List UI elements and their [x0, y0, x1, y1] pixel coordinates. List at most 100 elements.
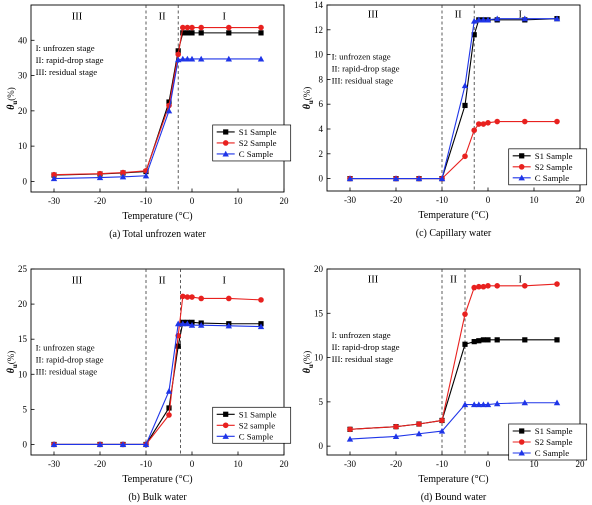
data-point: [180, 30, 186, 36]
data-point: [166, 102, 172, 109]
y-tick-label: 5: [23, 404, 28, 414]
x-tick-label: -30: [344, 195, 356, 205]
data-point: [553, 399, 561, 406]
data-point: [226, 295, 232, 302]
data-point: [471, 127, 478, 134]
data-point: [522, 118, 528, 125]
legend-marker: [519, 153, 525, 159]
y-tick-label: 0: [23, 176, 28, 186]
data-point: [480, 121, 487, 127]
x-tick-label: 0: [486, 459, 491, 469]
legend-label: S1 Sample: [535, 151, 573, 161]
x-axis-label: Temperature (°C): [122, 474, 192, 485]
legend-label: S1 Sample: [535, 426, 573, 436]
data-point: [179, 55, 186, 62]
data-point: [438, 175, 446, 182]
y-tick-label: 10: [314, 50, 324, 60]
data-point: [175, 56, 182, 63]
x-tick-label: -20: [390, 459, 402, 469]
stage-note: III: residual stage: [332, 354, 394, 364]
legend-label: S2 sample: [239, 420, 276, 430]
data-point: [180, 24, 186, 31]
legend-label: C Sample: [535, 173, 570, 183]
y-tick-label: 8: [319, 74, 324, 84]
data-point: [438, 427, 446, 434]
data-point: [165, 387, 173, 394]
data-point: [188, 321, 196, 328]
y-axis-label: θu(%): [302, 351, 315, 374]
panel-capillary-water: -30 -20 -10 0 10 20 0 2 4 6 8 10 12 14 Temperature (°C…: [302, 0, 588, 239]
y-axis-unit: (%): [302, 351, 312, 365]
data-point: [184, 294, 191, 300]
stage-label: II: [159, 12, 166, 23]
x-tick-label: -20: [94, 196, 106, 206]
x-tick-label: -30: [48, 196, 60, 206]
data-point: [521, 15, 528, 22]
x-tick-label: -10: [140, 196, 152, 206]
y-axis-label-text: θu(%): [6, 87, 19, 110]
data-point: [476, 121, 482, 127]
panel-bulk-water: -30 -20 -10 0 10 20 0 5 10 15 20 25 Temperature (°C)…: [6, 264, 292, 503]
data-point: [258, 30, 264, 36]
stage-label: I: [222, 12, 226, 23]
data-point: [226, 24, 232, 31]
data-point: [471, 32, 477, 38]
stage-label: II: [159, 276, 166, 287]
y-tick-label: 25: [18, 264, 28, 274]
stage-note: III: residual stage: [332, 76, 394, 86]
data-point: [175, 343, 181, 349]
x-tick-label: 20: [280, 459, 290, 469]
data-point: [346, 435, 354, 442]
y-tick-label: 20: [314, 264, 324, 274]
data-point: [480, 283, 487, 290]
data-point: [494, 15, 501, 22]
series-line: [54, 323, 262, 446]
stage-label: II: [455, 10, 462, 21]
data-point: [179, 320, 186, 327]
panel-caption: (a) Total unfrozen water: [109, 229, 206, 240]
y-tick-label: 0: [319, 174, 324, 184]
data-point: [461, 82, 469, 89]
stage-label: III: [72, 276, 83, 287]
stage-note: I: unfrozen stage: [332, 330, 391, 340]
x-tick-label: -10: [436, 459, 448, 469]
y-axis-label: θu(%): [6, 87, 19, 110]
legend-label: C Sample: [239, 431, 274, 441]
legend-marker: [222, 422, 229, 429]
data-point: [175, 51, 181, 58]
y-tick-label: 10: [18, 369, 28, 379]
data-point: [415, 430, 423, 437]
data-point: [346, 175, 354, 182]
y-tick-label: 20: [18, 106, 28, 116]
stage-note: I: unfrozen stage: [36, 342, 95, 352]
data-point: [392, 433, 400, 439]
data-point: [494, 118, 501, 125]
data-point: [189, 294, 195, 300]
y-tick-label: 0: [23, 439, 28, 449]
data-point: [257, 55, 265, 62]
data-point: [484, 16, 492, 23]
data-point: [142, 172, 150, 179]
legend-label: S1 Sample: [239, 127, 277, 137]
stage-note: II: rapid-drop stage: [36, 55, 104, 65]
legend-marker: [518, 449, 525, 456]
series-line: [53, 27, 261, 176]
y-axis-unit: (%): [302, 87, 312, 101]
y-axis-label-text: θu(%): [6, 351, 19, 374]
x-tick-label: 0: [190, 196, 195, 206]
legend-label: S2 Sample: [535, 162, 573, 172]
legend-label: C Sample: [535, 448, 570, 458]
data-point: [553, 15, 561, 22]
plot-frame: [30, 4, 285, 193]
x-tick-label: 20: [576, 459, 586, 469]
data-point: [166, 405, 172, 411]
data-point: [471, 284, 478, 291]
x-tick-label: -10: [140, 459, 152, 469]
data-point: [439, 417, 445, 424]
x-tick-label: 10: [234, 196, 244, 206]
y-axis-subscript: u: [11, 364, 19, 368]
y-tick-label: 2: [319, 149, 324, 159]
data-point: [462, 153, 468, 160]
